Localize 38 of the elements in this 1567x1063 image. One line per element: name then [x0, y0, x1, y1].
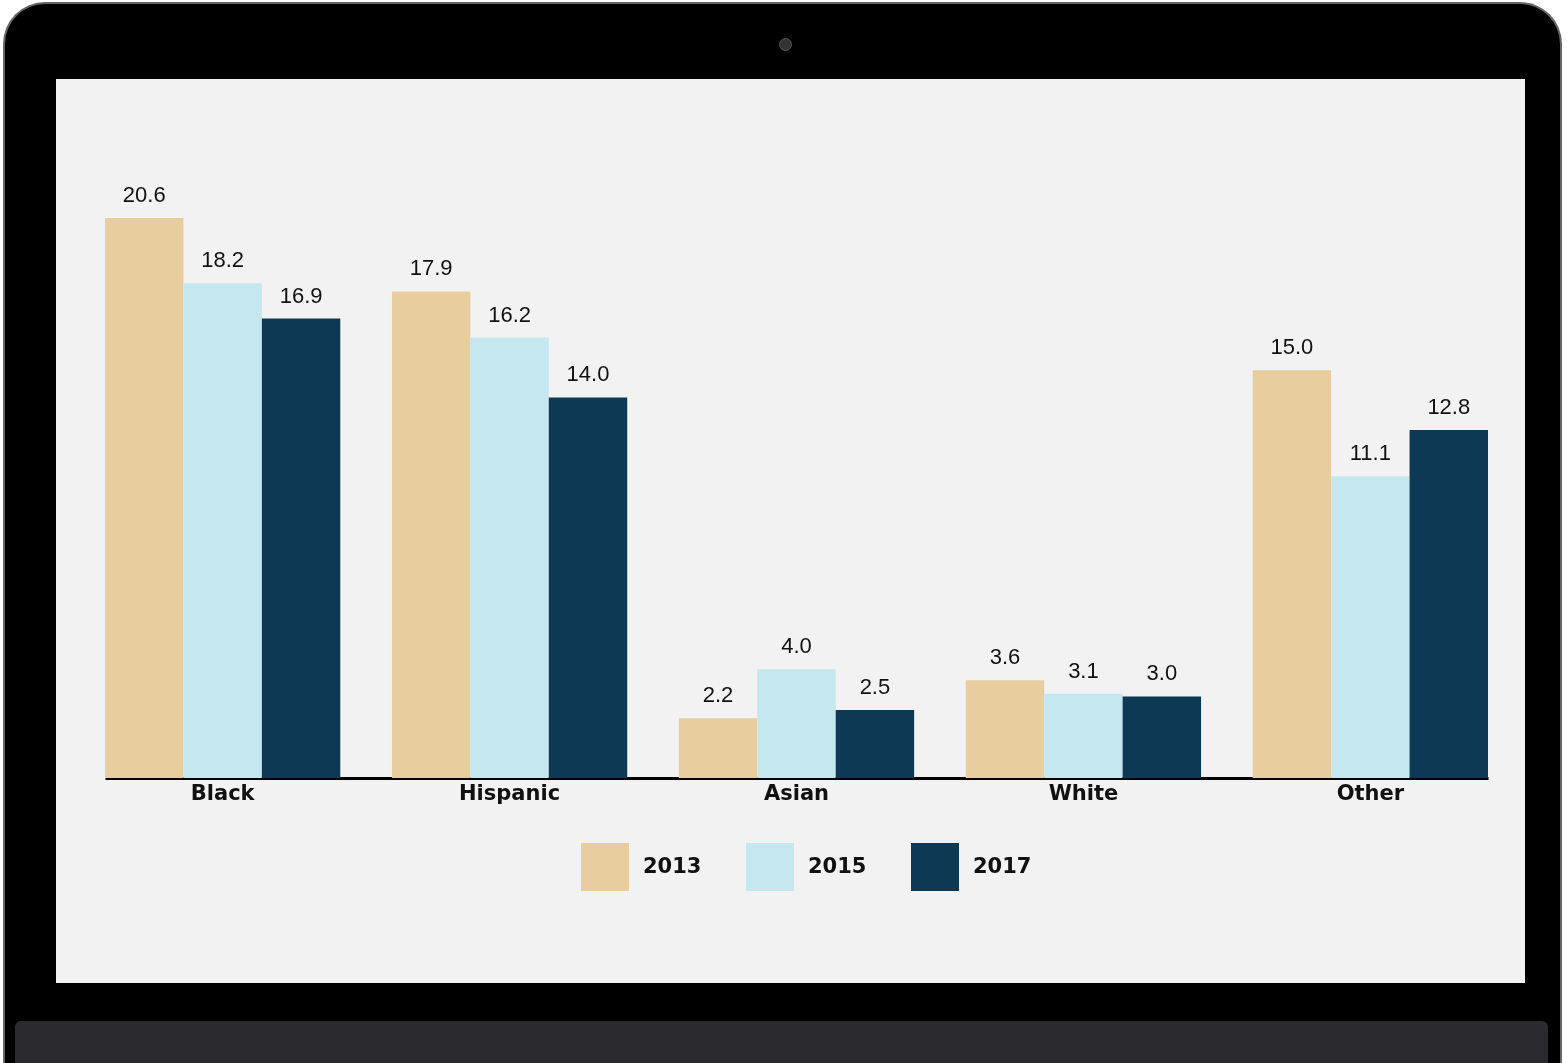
data-label: 3.0 [1146, 660, 1178, 686]
data-label: 20.6 [122, 182, 166, 207]
bar [678, 718, 758, 778]
legend-label: 2015 [808, 854, 867, 878]
x-tick-label: Asian [763, 780, 830, 805]
x-tick-label: Other [1336, 780, 1405, 805]
bar [757, 669, 836, 778]
data-label: 15.0 [1270, 334, 1314, 360]
bar [1252, 370, 1332, 778]
data-label: 11.1 [1349, 440, 1391, 466]
x-tick-label: White [1048, 780, 1119, 805]
data-label: 2.2 [702, 682, 734, 708]
data-label: 3.1 [1068, 657, 1099, 683]
legend-label: 2013 [643, 854, 702, 878]
data-label: 3.6 [989, 644, 1021, 670]
bar [105, 218, 184, 778]
x-tick-label: Hispanic [459, 780, 561, 805]
legend-label: 2017 [973, 854, 1032, 878]
bar [261, 318, 341, 778]
data-label: 4.0 [781, 633, 812, 659]
bar [1331, 476, 1410, 778]
data-label: 14.0 [566, 361, 610, 387]
bar [1044, 693, 1123, 778]
bar [835, 710, 915, 778]
x-tick-label: Black [190, 780, 256, 805]
bar [965, 680, 1045, 778]
bar [183, 283, 262, 778]
bar [391, 291, 471, 778]
bar [1122, 696, 1202, 778]
data-label: 16.9 [279, 282, 323, 308]
data-label: 2.5 [859, 674, 891, 700]
data-label: 12.8 [1427, 394, 1471, 420]
data-label: 16.2 [488, 301, 531, 327]
data-label: 18.2 [201, 247, 245, 273]
bar [1409, 430, 1488, 778]
data-label: 17.9 [409, 255, 453, 281]
bar [470, 337, 549, 778]
bar [548, 397, 628, 778]
